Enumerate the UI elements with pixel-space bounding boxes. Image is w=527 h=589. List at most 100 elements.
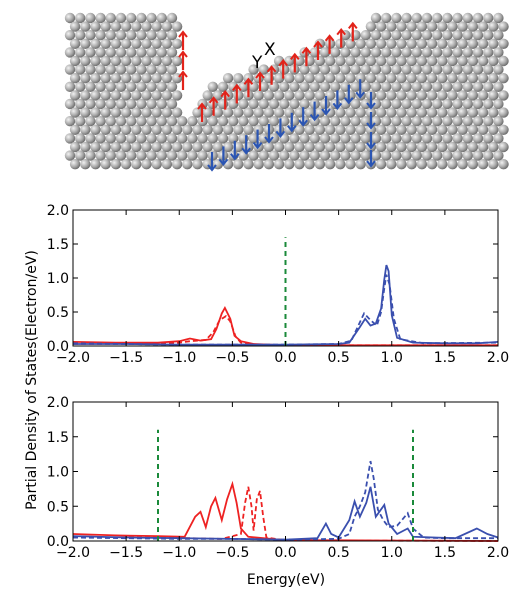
atom [350, 98, 361, 110]
atom [177, 116, 188, 127]
atom [294, 141, 305, 153]
atom [222, 141, 234, 153]
atom [222, 124, 234, 135]
atom [171, 21, 183, 32]
atom [136, 116, 147, 127]
atom [80, 73, 91, 84]
atom [488, 107, 499, 118]
atom [120, 90, 132, 101]
atom [156, 116, 167, 127]
atom [483, 98, 494, 110]
atom [115, 47, 127, 58]
atom [447, 141, 458, 153]
atom [110, 73, 122, 84]
atom [131, 90, 142, 101]
atom [396, 38, 407, 49]
atom [197, 133, 208, 144]
atom [258, 150, 269, 161]
atom [279, 81, 290, 93]
atom [171, 124, 183, 135]
atom [375, 124, 387, 135]
atom [141, 107, 152, 118]
spin-down-arrow [332, 90, 343, 111]
atom [115, 12, 127, 24]
atom [192, 107, 203, 118]
atom [442, 150, 453, 161]
atom [381, 98, 392, 110]
atom [115, 116, 127, 127]
atom [442, 133, 453, 144]
atom [151, 90, 162, 101]
atom [120, 38, 132, 49]
atom [80, 159, 91, 170]
atom [406, 90, 417, 101]
atom [375, 90, 387, 101]
atom [192, 124, 203, 135]
atom [100, 124, 111, 135]
x-tick-label: −1.5 [109, 350, 143, 366]
atom [406, 141, 417, 153]
x-tick-label: −0.5 [215, 545, 249, 561]
atom [207, 133, 218, 144]
atom [381, 133, 392, 144]
atom [207, 116, 218, 127]
atom [452, 116, 463, 127]
atom [457, 141, 468, 153]
atom [442, 98, 453, 110]
x-tick-label: 2.0 [487, 350, 509, 366]
atom [314, 141, 326, 153]
atom [151, 21, 162, 32]
atom [279, 150, 290, 161]
atom [258, 133, 269, 144]
atom [115, 133, 127, 144]
atom [151, 73, 162, 84]
atom [488, 141, 499, 153]
atom [182, 159, 193, 170]
atom [289, 133, 300, 144]
atom [141, 90, 152, 101]
atom [391, 116, 402, 127]
atom [69, 107, 81, 118]
atom [75, 133, 86, 144]
series-line-red-solid [72, 480, 499, 542]
atom [110, 159, 122, 170]
atom [75, 81, 86, 93]
atom [319, 150, 331, 161]
atom [375, 73, 387, 84]
atom [243, 107, 254, 118]
atom [391, 133, 402, 144]
atom [126, 133, 137, 144]
atom [314, 124, 326, 135]
atom [483, 30, 494, 41]
atom [447, 124, 458, 135]
atom [498, 141, 509, 153]
atom [136, 12, 147, 24]
atom [483, 64, 494, 75]
atom [391, 30, 402, 41]
atom [202, 141, 213, 153]
atom [472, 116, 484, 127]
atom [437, 141, 448, 153]
atom [202, 107, 213, 118]
atom [192, 141, 203, 153]
atom [161, 73, 173, 84]
atom [141, 73, 152, 84]
atom [401, 47, 412, 58]
atom [437, 38, 448, 49]
atom [105, 98, 117, 110]
atom [488, 73, 499, 84]
atom [360, 47, 371, 58]
spin-down-arrow [366, 92, 376, 110]
atom [488, 21, 499, 32]
atom [299, 150, 310, 161]
atom [421, 150, 433, 161]
atom [146, 98, 157, 110]
atom [212, 90, 224, 101]
atom [483, 12, 494, 24]
atom [375, 55, 387, 67]
atom [126, 150, 137, 161]
atom [452, 12, 463, 24]
atom [161, 141, 173, 153]
spin-up-arrow [178, 30, 188, 50]
